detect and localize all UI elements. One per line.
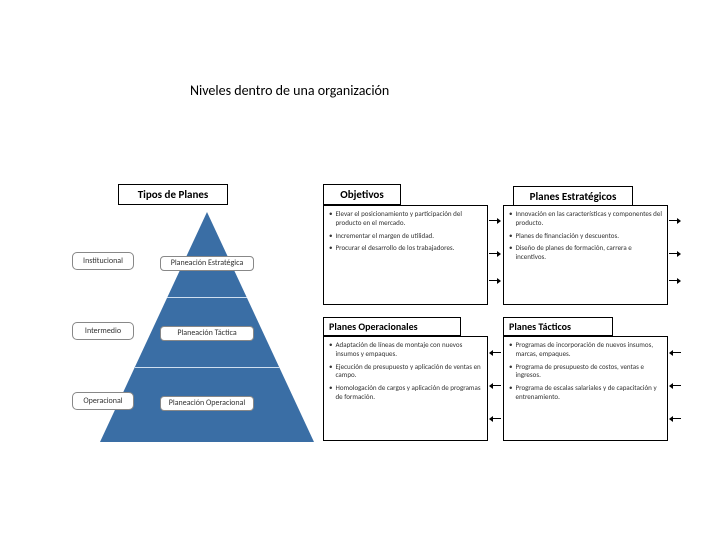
tactico-text: Programas de incorporación de nuevos ins… bbox=[516, 341, 663, 359]
objetivo-text: Elevar el posicionamiento y participació… bbox=[336, 210, 483, 228]
arrow-icon bbox=[489, 383, 501, 389]
objetivo-item: •Elevar el posicionamiento y participaci… bbox=[329, 210, 482, 228]
header-tacticos: Planes Tácticos bbox=[503, 317, 613, 336]
arrow-icon bbox=[669, 350, 681, 356]
arrow-icon bbox=[489, 218, 501, 224]
pyr-label-tactica: Planeación Táctica bbox=[160, 326, 254, 341]
arrow-icon bbox=[669, 278, 681, 284]
header-tipos: Tipos de Planes bbox=[118, 184, 228, 205]
box-objetivos: •Elevar el posicionamiento y participaci… bbox=[323, 205, 488, 305]
box-tacticos: •Programas de incorporación de nuevos in… bbox=[503, 336, 668, 441]
operacional-item: •Homologación de cargos y aplicación de … bbox=[329, 384, 482, 402]
arrow-icon bbox=[489, 251, 501, 257]
level-institucional: Institucional bbox=[72, 252, 134, 270]
objetivo-item: •Incrementar el margen de utilidad. bbox=[329, 232, 482, 241]
pyramid-divider-2 bbox=[135, 367, 280, 368]
header-objetivos: Objetivos bbox=[323, 184, 401, 205]
tactico-item: •Programa de presupuesto de costos, vent… bbox=[509, 363, 662, 381]
header-estrategicos: Planes Estratégicos bbox=[513, 186, 633, 207]
tactico-text: Programa de escalas salariales y de capa… bbox=[516, 384, 663, 402]
box-operacionales: •Adaptación de líneas de montaje con nue… bbox=[323, 336, 488, 441]
estrategico-item: •Planes de financiación y descuentos. bbox=[509, 232, 662, 241]
operacional-item: •Adaptación de líneas de montaje con nue… bbox=[329, 341, 482, 359]
arrow-icon bbox=[669, 218, 681, 224]
arrow-icon bbox=[489, 278, 501, 284]
header-operacionales: Planes Operacionales bbox=[323, 317, 461, 336]
objetivo-text: Procurar el desarrollo de los trabajador… bbox=[336, 244, 455, 253]
arrow-icon bbox=[489, 416, 501, 422]
operacional-item: •Ejecución de presupuesto y aplicación d… bbox=[329, 363, 482, 381]
estrategico-item: •Diseño de planes de formación, carrera … bbox=[509, 244, 662, 262]
arrow-icon bbox=[669, 251, 681, 257]
arrow-icon bbox=[669, 383, 681, 389]
pyr-label-estrategica: Planeación Estratégica bbox=[160, 256, 254, 271]
level-operacional: Operacional bbox=[72, 392, 134, 410]
objetivo-text: Incrementar el margen de utilidad. bbox=[336, 232, 435, 241]
page-title: Niveles dentro de una organización bbox=[190, 82, 389, 99]
objetivo-item: •Procurar el desarrollo de los trabajado… bbox=[329, 244, 482, 253]
tactico-item: •Programa de escalas salariales y de cap… bbox=[509, 384, 662, 402]
estrategico-item: •Innovación en las características y com… bbox=[509, 210, 662, 228]
pyr-label-operacional: Planeación Operacional bbox=[160, 396, 254, 411]
estrategico-text: Innovación en las características y comp… bbox=[516, 210, 663, 228]
tactico-item: •Programas de incorporación de nuevos in… bbox=[509, 341, 662, 359]
arrow-icon bbox=[669, 416, 681, 422]
level-intermedio: Intermedio bbox=[72, 322, 134, 340]
estrategico-text: Planes de financiación y descuentos. bbox=[516, 232, 620, 241]
pyramid-divider-1 bbox=[167, 297, 247, 298]
operacional-text: Ejecución de presupuesto y aplicación de… bbox=[336, 363, 483, 381]
tactico-text: Programa de presupuesto de costos, venta… bbox=[516, 363, 663, 381]
estrategico-text: Diseño de planes de formación, carrera e… bbox=[516, 244, 663, 262]
operacional-text: Homologación de cargos y aplicación de p… bbox=[336, 384, 483, 402]
operacional-text: Adaptación de líneas de montaje con nuev… bbox=[336, 341, 483, 359]
box-estrategicos: •Innovación en las características y com… bbox=[503, 205, 668, 305]
arrow-icon bbox=[489, 350, 501, 356]
